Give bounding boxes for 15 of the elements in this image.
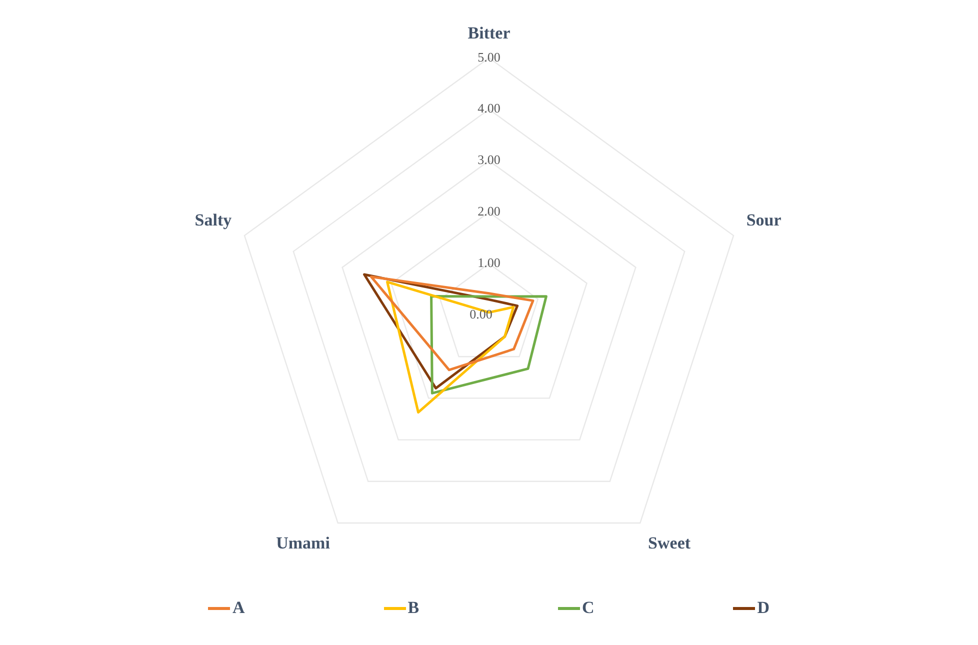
y-tick-label: 2.00 bbox=[478, 204, 500, 219]
legend-label: A bbox=[232, 598, 245, 618]
y-tick-label: 5.00 bbox=[478, 49, 500, 64]
spoke-label: Umami bbox=[276, 534, 330, 553]
y-tick-label: 4.00 bbox=[478, 100, 500, 116]
y-tick-label: 1.00 bbox=[478, 255, 500, 270]
legend-label: D bbox=[757, 598, 770, 618]
legend-label: B bbox=[408, 598, 420, 618]
spoke-label: Sour bbox=[746, 210, 782, 230]
legend-label: C bbox=[582, 598, 594, 618]
spoke-label: Bitter bbox=[468, 24, 511, 43]
y-tick-label: 0.00 bbox=[470, 306, 492, 322]
y-tick-label: 3.00 bbox=[478, 152, 500, 168]
spoke-label: Sweet bbox=[648, 534, 691, 553]
spoke-label: Salty bbox=[194, 210, 232, 230]
